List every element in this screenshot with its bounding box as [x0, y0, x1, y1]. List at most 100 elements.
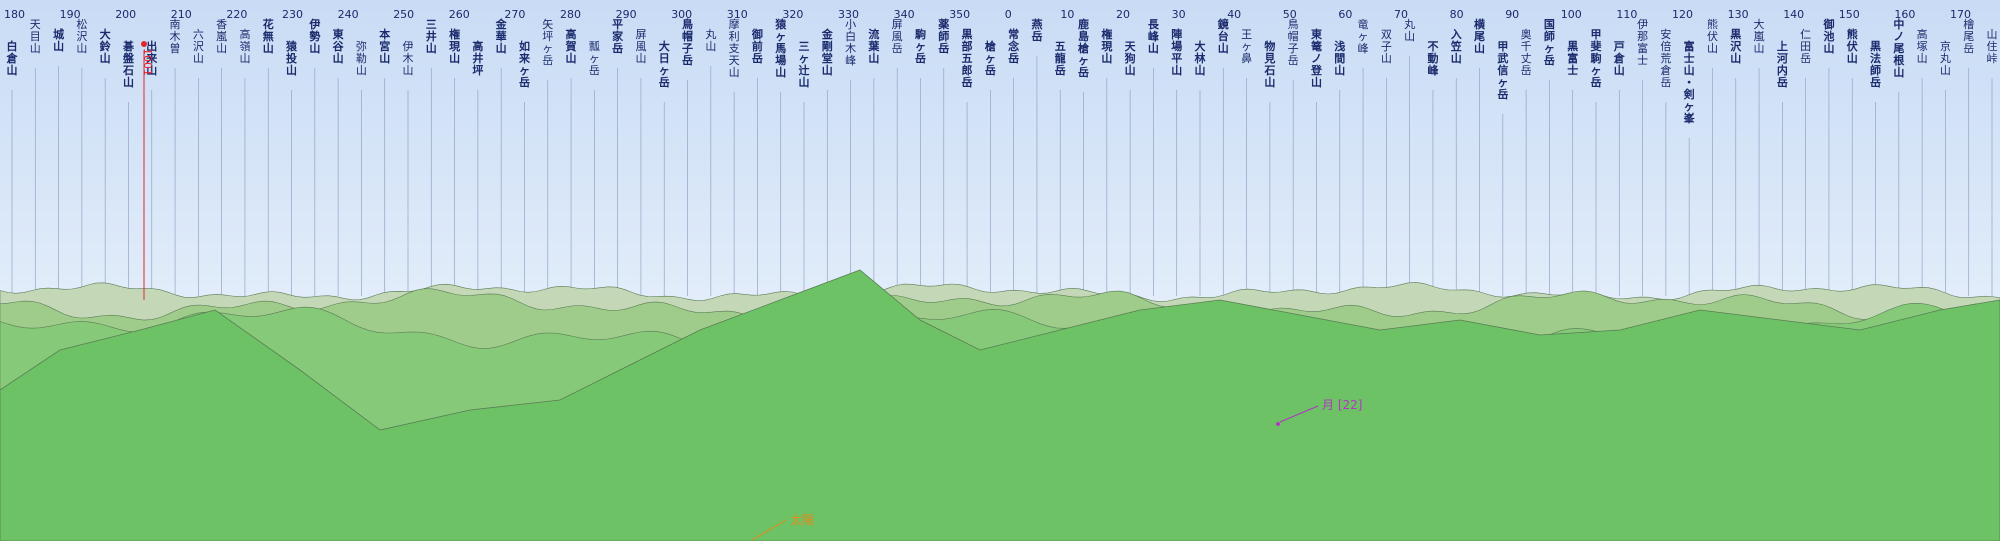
peak-label[interactable]: 大林山	[1195, 39, 1206, 77]
compass-tick-label: 310	[727, 8, 748, 21]
peak-label[interactable]: 長峰山	[1148, 18, 1160, 55]
peak-label[interactable]: 流葉山	[867, 27, 880, 65]
peak-label[interactable]: 薬師岳	[938, 17, 950, 55]
peak-label[interactable]: 矢坪ヶ岳	[542, 17, 553, 67]
peak-label[interactable]: 香嵐山	[216, 18, 227, 55]
peak-label[interactable]: 屏風岳	[892, 18, 903, 55]
peak-label[interactable]: 丸山	[1404, 18, 1415, 43]
peak-label[interactable]: 黒部五郎岳	[962, 28, 973, 89]
peak-label[interactable]: 熊伏山	[1707, 17, 1718, 55]
peak-label[interactable]: 六沢山	[193, 28, 204, 65]
peak-label[interactable]: 金剛堂山	[821, 27, 834, 77]
peak-label[interactable]: 中ノ尾根山	[1892, 17, 1905, 79]
peak-label[interactable]: 高嶺山	[239, 27, 250, 65]
peak-label[interactable]: 戸倉山	[1613, 40, 1626, 77]
peak-label[interactable]: 甲武信ヶ岳	[1497, 40, 1508, 101]
peak-label[interactable]: 山住峠	[1987, 28, 1998, 65]
marker-dot[interactable]	[141, 41, 147, 47]
peak-label[interactable]: 丸山	[705, 28, 716, 53]
compass-tick-label: 260	[449, 8, 470, 21]
moon-leader	[1279, 405, 1319, 423]
peak-label[interactable]: 檜尾岳	[1963, 17, 1974, 55]
peak-label[interactable]: 黒法師岳	[1870, 40, 1881, 89]
peak-label[interactable]: 本宮山	[379, 27, 390, 65]
peak-label[interactable]: 奥千丈岳	[1521, 27, 1532, 77]
peak-label[interactable]: 猿投山	[285, 39, 298, 77]
peak-label[interactable]: 碁盤石山	[122, 39, 135, 89]
peak-label[interactable]: 白倉山	[6, 39, 19, 77]
peak-label[interactable]: 五龍岳	[1055, 40, 1066, 77]
peak-label[interactable]: 甲斐駒ヶ岳	[1591, 28, 1602, 89]
peak-label[interactable]: 常念岳	[1007, 27, 1020, 65]
peak-label[interactable]: 権現山	[449, 27, 460, 65]
peak-label[interactable]: 平家岳	[612, 18, 624, 55]
peak-label[interactable]: 伊勢山	[308, 17, 320, 55]
peak-label[interactable]: 三井山	[426, 18, 437, 55]
peak-label[interactable]: 金華山	[495, 17, 508, 55]
peak-label[interactable]: 南木曽	[170, 18, 181, 55]
peak-label[interactable]: 松沢山	[76, 17, 87, 55]
peak-label[interactable]: 竜ヶ峰	[1358, 17, 1369, 55]
peak-label[interactable]: 高塚山	[1917, 27, 1928, 65]
peak-label[interactable]: 権現山	[1101, 27, 1112, 65]
peak-label[interactable]: 上河内岳	[1777, 39, 1788, 89]
peak-label[interactable]: 大日ヶ岳	[659, 39, 670, 89]
peak-label[interactable]: 不動峰	[1427, 40, 1439, 77]
peak-label[interactable]: 物見石山	[1263, 39, 1275, 89]
peak-label[interactable]: 鳥帽子岳	[682, 17, 693, 67]
moon-label: 月 [22]	[1322, 398, 1362, 412]
peak-label[interactable]: 浅間山	[1334, 39, 1345, 77]
compass-tick-label: 90	[1505, 8, 1519, 21]
peak-label[interactable]: 鏡台山	[1218, 17, 1229, 55]
peak-label[interactable]: 天狗山	[1125, 40, 1137, 77]
peak-label[interactable]: 入笠山	[1450, 28, 1462, 65]
foreground-ridge	[0, 269, 2000, 541]
peak-label[interactable]: 摩利支天山	[729, 17, 740, 79]
peak-label[interactable]: 陣場平山	[1171, 27, 1182, 77]
peak-label[interactable]: 黒沢山	[1730, 28, 1742, 65]
peak-label[interactable]: 槍ヶ岳	[984, 39, 997, 77]
compass-tick-label: 280	[560, 8, 581, 21]
peak-label[interactable]: 屏風山	[635, 28, 646, 65]
peak-label[interactable]: 熊伏山	[1847, 27, 1858, 65]
peak-label[interactable]: 安倍荒倉岳	[1660, 27, 1671, 89]
peak-label[interactable]: 如来ヶ岳	[518, 39, 531, 89]
peak-label[interactable]: 双子山	[1381, 28, 1392, 65]
peak-label[interactable]: 高賀山	[565, 27, 577, 65]
peak-label[interactable]: 駒ヶ岳	[915, 27, 926, 65]
peak-label[interactable]: 仁田岳	[1800, 28, 1811, 65]
peak-label[interactable]: 京丸山	[1940, 39, 1951, 77]
position-marker[interactable]: 1001	[141, 41, 154, 300]
peak-label[interactable]: 天目山	[30, 18, 41, 55]
peak-label[interactable]: 高井坪	[472, 39, 483, 77]
peak-label[interactable]: 王ヶ鼻	[1241, 28, 1252, 65]
peak-label[interactable]: 小白木峰	[845, 18, 856, 67]
peak-label[interactable]: 大鈴山	[100, 27, 112, 65]
peak-label[interactable]: 御前岳	[751, 27, 763, 65]
peak-label[interactable]: 瓢ヶ岳	[589, 40, 600, 77]
compass-tick-label: 220	[226, 8, 247, 21]
compass-tick-label: 270	[504, 8, 525, 21]
peak-label[interactable]: 伊那富士	[1637, 18, 1648, 67]
compass-scale: 180 190 200 210 220 230 240 250 260 270 280 290 300 3…	[4, 8, 1971, 21]
peak-label[interactable]: 東篭ノ登山	[1310, 27, 1323, 89]
peak-label[interactable]: 花無山	[263, 17, 274, 55]
peak-label[interactable]: 横尾山	[1473, 17, 1486, 55]
peak-label[interactable]: 猿ヶ馬場山	[774, 17, 787, 79]
peak-label[interactable]: 出来山	[145, 39, 158, 77]
peak-label[interactable]: 富士山・剣ヶ峯	[1683, 39, 1696, 125]
peak-label[interactable]: 御池山	[1822, 17, 1834, 55]
peak-label[interactable]: 黒富士	[1567, 40, 1578, 77]
peak-label[interactable]: 城山	[53, 27, 64, 53]
peak-label[interactable]: 鳥帽子岳	[1288, 17, 1299, 67]
peak-label[interactable]: 伊木山	[403, 40, 414, 77]
peak-label[interactable]: 東谷山	[333, 27, 345, 65]
peak-label[interactable]: 国師ヶ岳	[1544, 18, 1555, 67]
peak-label[interactable]: 弥勒山	[356, 39, 367, 77]
peak-label[interactable]: 燕岳	[1031, 17, 1042, 43]
peak-label[interactable]: 三ヶ辻山	[799, 40, 810, 89]
peak-label[interactable]: 大嵐山	[1754, 17, 1765, 55]
peak-label[interactable]: 鹿島槍ヶ岳	[1077, 17, 1090, 79]
